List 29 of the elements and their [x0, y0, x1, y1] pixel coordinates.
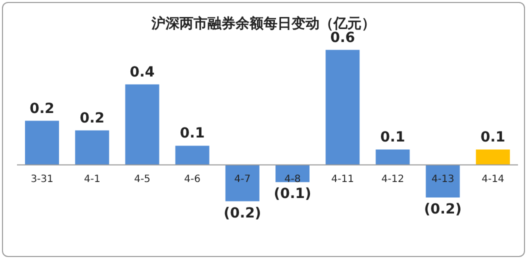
data-label: 0.4: [130, 64, 155, 80]
x-tick-label: 4-1: [84, 174, 100, 185]
bar: [175, 146, 210, 165]
x-tick-label: 4-5: [134, 174, 150, 185]
x-tick-label: 4-6: [184, 174, 201, 185]
data-label: (0.2): [224, 205, 262, 222]
x-tick-label: 4-11: [331, 174, 354, 185]
bar: [476, 150, 510, 165]
data-label: 0.1: [180, 126, 205, 142]
x-tick-label: 4-12: [381, 174, 404, 185]
bar: [125, 84, 160, 165]
x-tick-label: 3-31: [30, 174, 54, 185]
data-label: 0.6: [330, 30, 356, 46]
data-label: (0.1): [274, 186, 312, 202]
data-label: 0.2: [80, 110, 105, 126]
bar: [75, 130, 110, 165]
data-label: (0.2): [424, 201, 462, 218]
x-tick-label: 4-14: [482, 174, 504, 185]
data-label: 0.1: [380, 130, 406, 146]
bar: [376, 150, 410, 165]
bar: [25, 120, 60, 165]
x-tick-label: 4-13: [432, 174, 454, 185]
bar: [326, 50, 360, 165]
data-label: 0.1: [480, 130, 506, 146]
data-label: 0.2: [30, 100, 54, 117]
bar: [225, 164, 260, 202]
bar: [426, 164, 460, 198]
chart-title: 沪深两市融券余额每日变动（亿元）: [150, 15, 376, 32]
x-tick-label: 4-7: [234, 174, 251, 185]
